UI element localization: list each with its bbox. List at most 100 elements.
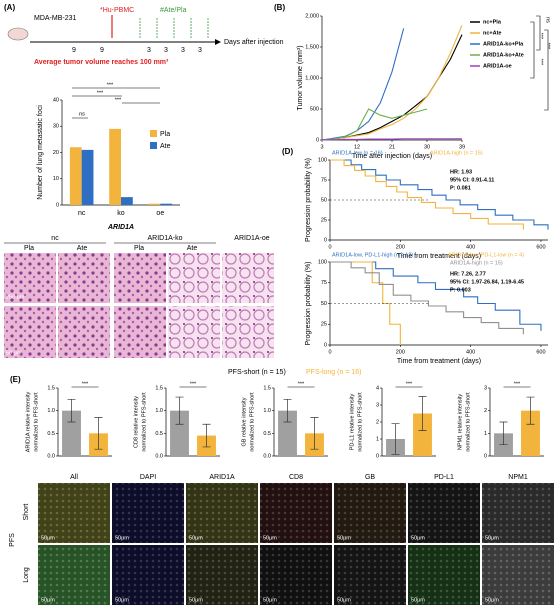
y-axis-label: Number of lung metastatic foci: [37, 105, 44, 200]
legend-label: Pla: [160, 131, 170, 138]
y-tick-label: 2,000: [305, 13, 319, 19]
survival-curve: [330, 159, 524, 230]
bar: [148, 203, 161, 205]
bar: [160, 203, 173, 205]
image: [222, 253, 274, 303]
bar: [62, 410, 81, 456]
statistic: P: 0.081: [450, 185, 471, 191]
y-axis-label: normalized to PFS-short: [249, 392, 255, 452]
y-tick-label: 0.0: [47, 453, 55, 459]
legend-label: ARID1A-high (n = 15): [450, 260, 503, 266]
mouse-icon: [7, 27, 29, 41]
x-tick-label: 0: [328, 244, 331, 250]
legend-label: nc+Ate: [483, 30, 502, 36]
y-tick-label: 1.0: [155, 408, 163, 414]
error-bar: [391, 423, 400, 455]
column-label: Pla: [134, 245, 144, 252]
significance: ***: [545, 43, 551, 50]
x-tick-label: 400: [466, 349, 475, 355]
x-tick-label: 0: [328, 349, 331, 355]
scale-bar: 50μm: [337, 597, 351, 603]
y-tick-label: 20: [53, 150, 59, 156]
image-texture: [482, 545, 554, 605]
legend-label: ARID1A-low, PD-L1-low (n = 4): [448, 252, 524, 258]
column-label: PD-L1: [434, 474, 454, 481]
error-bar: [175, 396, 184, 425]
y-tick-label: 0: [316, 137, 319, 143]
significance: ns: [545, 17, 551, 23]
y-tick-label: 0: [324, 237, 327, 243]
y-tick-label: 1,500: [305, 44, 319, 50]
scale-bar: 50μm: [189, 535, 203, 541]
image-texture: [38, 483, 110, 543]
legend-label: ARID1A-ko+Ate: [483, 52, 524, 58]
group-label: nc: [51, 235, 59, 242]
group-label: PFS: [9, 533, 16, 547]
series-line: [321, 28, 405, 141]
image-texture: [112, 545, 184, 605]
cell-line: MDA-MB-231: [34, 15, 77, 22]
y-tick-label: 10: [53, 176, 59, 182]
x-tick-label: 30: [424, 144, 430, 150]
survival-curve: [330, 261, 401, 345]
image: [4, 253, 56, 303]
y-axis-label: Progression probability (%): [305, 158, 312, 242]
y-tick-label: 25: [321, 322, 327, 328]
significance: ***: [107, 82, 114, 88]
y-tick-label: 0.5: [263, 431, 271, 437]
y-tick-label: 25: [321, 217, 327, 223]
scale-bar: 50μm: [115, 535, 129, 541]
error-bar: [499, 421, 508, 446]
legend-swatch: [150, 142, 157, 149]
significance: ns: [79, 111, 85, 117]
image: [114, 253, 166, 303]
legend-label: PFS-long (n = 16): [306, 369, 361, 376]
y-tick-label: 100: [318, 157, 327, 163]
statistic: 95% CI: 1.97-26.84, 1.19-6.45: [450, 279, 524, 285]
column-label: All: [70, 474, 78, 481]
column-label: DAPI: [140, 474, 156, 481]
column-label: NPM1: [508, 474, 528, 481]
x-axis-label: Time after injection (days): [352, 153, 432, 160]
image: [114, 306, 166, 358]
column-label: Ate: [77, 245, 88, 252]
image: [168, 253, 220, 303]
y-tick-label: 0.5: [47, 431, 55, 437]
scale-bar: 50 μm: [6, 350, 22, 356]
image-texture: [112, 483, 184, 543]
scale-bar: 50μm: [485, 597, 499, 603]
significance: ***: [538, 59, 544, 66]
column-label: CD8: [289, 474, 303, 481]
column-label: ARID1A: [209, 474, 235, 481]
x-axis-label: ARID1A: [107, 224, 134, 231]
y-tick-label: 1,000: [305, 75, 319, 81]
column-label: GB: [365, 474, 375, 481]
y-tick-label: 75: [321, 280, 327, 286]
bar: [413, 413, 432, 456]
image-texture: [260, 483, 332, 543]
y-axis-label: normalized to PFS-short: [141, 392, 147, 452]
statistic: 95% CI: 0.91-4.11: [450, 177, 494, 183]
y-tick-label: 1: [484, 431, 487, 437]
survival-curve: [330, 159, 549, 230]
scale-bar: 50μm: [115, 597, 129, 603]
bar: [278, 410, 297, 456]
error-bar: [418, 396, 427, 431]
scale-bar: 50μm: [263, 597, 277, 603]
y-tick-label: 100: [318, 259, 327, 265]
y-axis-label: GB relative intensity: [241, 397, 247, 446]
significance: ***: [514, 381, 521, 387]
error-bar: [283, 398, 292, 423]
x-tick-label: 200: [396, 349, 405, 355]
x-tick-label: 600: [536, 244, 545, 250]
y-tick-label: 4: [376, 385, 379, 391]
panel-label: (A): [4, 3, 15, 12]
panel-label: (B): [274, 3, 285, 12]
survival-curve: [330, 261, 524, 335]
x-tick-label: 200: [396, 244, 405, 250]
x-tick-label: 3: [320, 144, 323, 150]
image: [222, 306, 274, 358]
legend-label: nc+Pla: [483, 19, 502, 25]
y-tick-label: 30: [53, 124, 59, 130]
